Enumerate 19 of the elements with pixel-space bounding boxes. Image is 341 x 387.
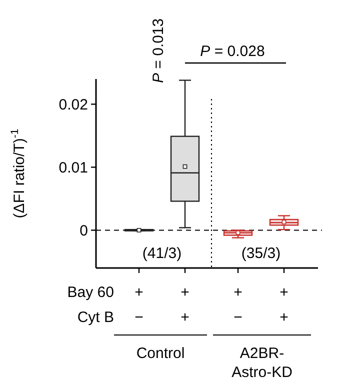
text: A2BR- Astro-KD [232, 345, 293, 381]
text: − [234, 309, 243, 326]
y-tick-label: 0.02 [58, 96, 88, 114]
text: Cyt B [77, 309, 114, 326]
annotation: (41/3) [142, 245, 182, 262]
text: P = 0.028 [200, 43, 265, 60]
annotation: P = 0.013 [150, 18, 167, 83]
y-tick-label: 0.01 [58, 159, 88, 176]
text: + [134, 284, 144, 301]
text: − [134, 309, 144, 326]
annotation: (35/3) [241, 245, 281, 262]
text: + [180, 309, 190, 326]
y-tick-label: 0 [80, 222, 88, 240]
text: + [280, 309, 289, 326]
text: + [280, 284, 289, 301]
text: Control [136, 345, 185, 362]
text: + [180, 284, 190, 301]
text: + [234, 284, 243, 301]
text: Bay 60 [67, 284, 114, 301]
